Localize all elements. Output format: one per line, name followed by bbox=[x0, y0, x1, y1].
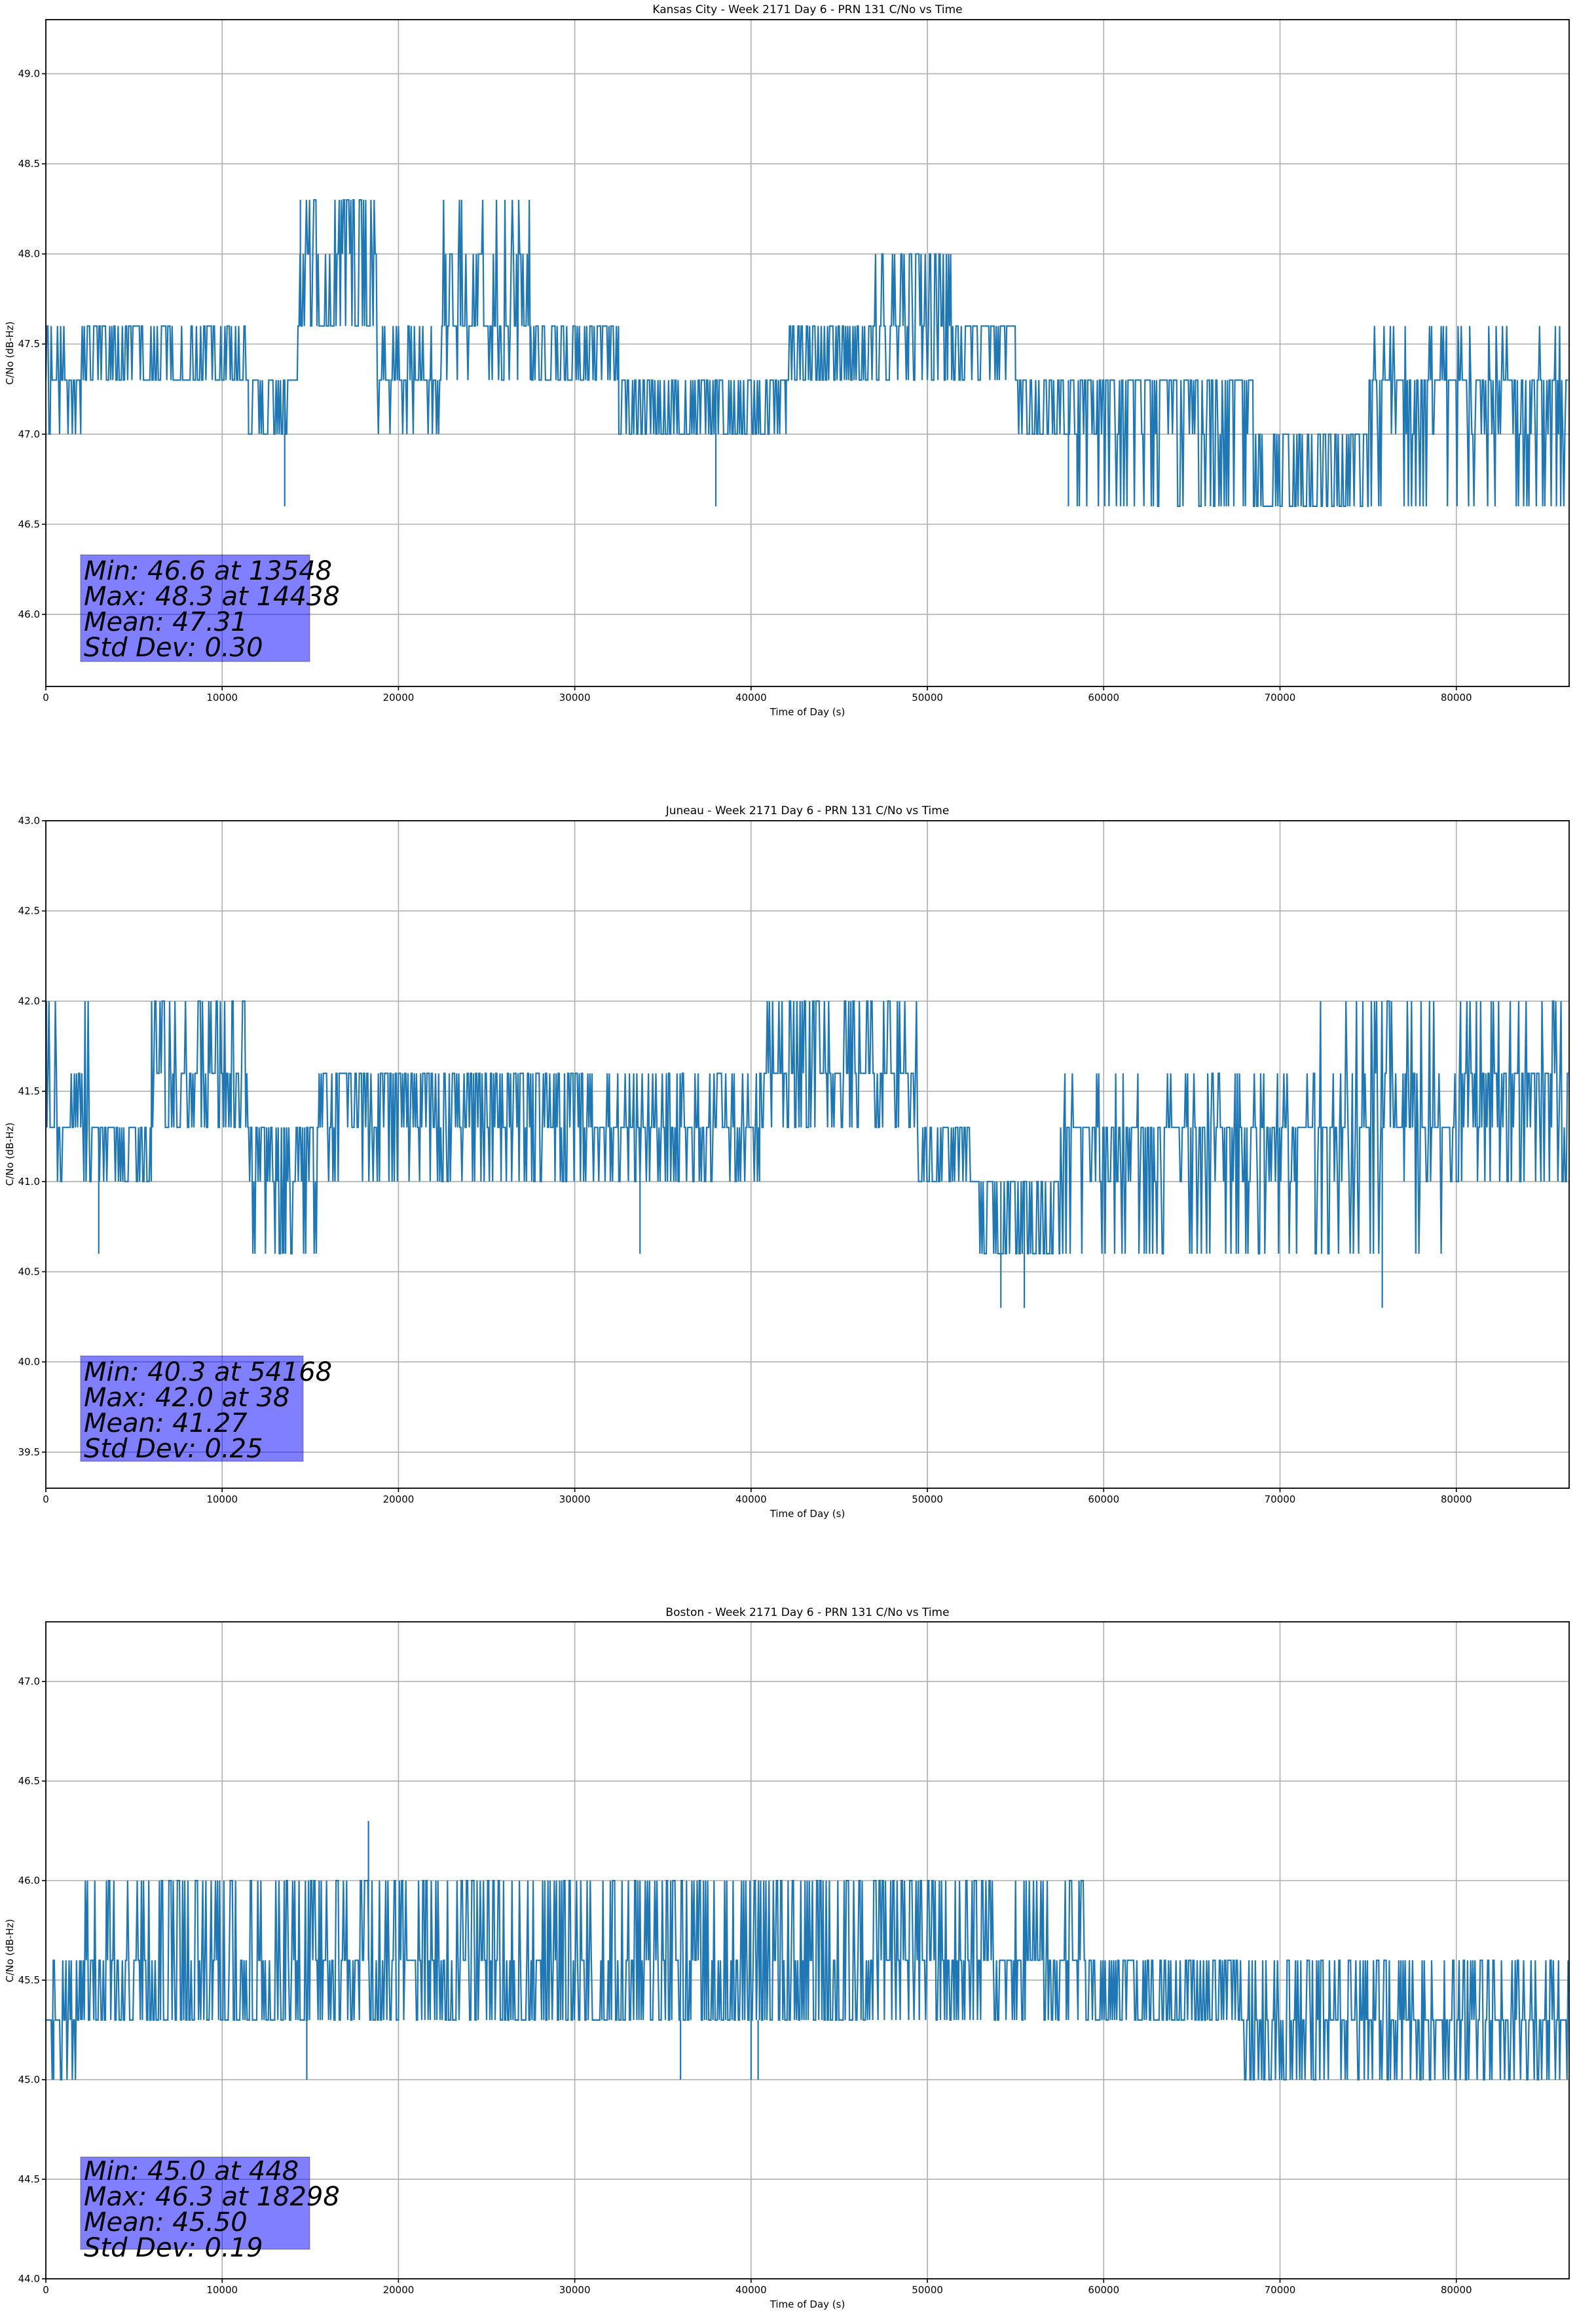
y-tick-label: 43.0 bbox=[18, 815, 40, 827]
y-tick-label: 44.5 bbox=[18, 2173, 40, 2185]
stats-box: Min: 45.0 at 448 Max: 46.3 at 18298 Mean… bbox=[80, 2156, 340, 2263]
x-tick-label: 10000 bbox=[206, 692, 238, 703]
x-tick-label: 60000 bbox=[1088, 2284, 1119, 2296]
y-tick-label: 48.5 bbox=[18, 158, 40, 170]
subplot-title: Kansas City - Week 2171 Day 6 - PRN 131 … bbox=[652, 3, 962, 16]
series-path bbox=[45, 1000, 1568, 1255]
stats-box: Min: 40.3 at 54168 Max: 42.0 at 38 Mean:… bbox=[80, 1355, 332, 1464]
y-axis-label: C/No (dB-Hz) bbox=[4, 322, 16, 385]
x-tick-label: 40000 bbox=[735, 2284, 767, 2296]
stats-box: Min: 46.6 at 13548 Max: 48.3 at 14438 Me… bbox=[80, 554, 340, 663]
x-tick-label: 10000 bbox=[206, 2284, 238, 2296]
x-tick-label: 30000 bbox=[559, 692, 591, 703]
subplot-title: Boston - Week 2171 Day 6 - PRN 131 C/No … bbox=[665, 1606, 949, 1619]
y-tick-label: 45.5 bbox=[18, 1974, 40, 1986]
y-tick-label: 49.0 bbox=[18, 68, 40, 80]
x-tick-label: 80000 bbox=[1441, 692, 1472, 703]
x-tick-label: 60000 bbox=[1088, 692, 1119, 703]
y-tick-label: 47.0 bbox=[18, 1676, 40, 1687]
y-tick-label: 46.5 bbox=[18, 1775, 40, 1787]
y-tick-label: 46.0 bbox=[18, 609, 40, 620]
stats-box-background bbox=[80, 1355, 304, 1462]
y-tick-label: 41.5 bbox=[18, 1085, 40, 1097]
x-tick-label: 30000 bbox=[559, 2284, 591, 2296]
y-axis-label: C/No (dB-Hz) bbox=[4, 1919, 16, 1983]
axes-frame bbox=[45, 820, 1570, 1489]
axes: 0 10000 20000 30000 40000 50000 60000 70000 8000… bbox=[18, 1621, 1570, 2296]
x-tick-label: 20000 bbox=[383, 1493, 415, 1505]
x-tick-label: 80000 bbox=[1441, 2284, 1472, 2296]
x-tick-label: 70000 bbox=[1265, 692, 1296, 703]
subplot-title: Juneau - Week 2171 Day 6 - PRN 131 C/No … bbox=[665, 804, 950, 817]
x-tick-label: 0 bbox=[43, 1493, 49, 1505]
stat-min: Min: 46.6 at 13548 bbox=[84, 556, 332, 586]
y-tick-label: 47.0 bbox=[18, 428, 40, 440]
x-tick-label: 50000 bbox=[912, 2284, 943, 2296]
stat-std: Std Dev: 0.19 bbox=[84, 2233, 263, 2263]
stats-box-background bbox=[80, 2156, 310, 2250]
x-tick-label: 0 bbox=[43, 692, 49, 703]
x-axis-label: Time of Day (s) bbox=[770, 2298, 845, 2310]
x-tick-label: 80000 bbox=[1441, 1493, 1472, 1505]
x-tick-label: 20000 bbox=[383, 692, 415, 703]
y-tick-label: 40.5 bbox=[18, 1266, 40, 1278]
x-tick-label: 50000 bbox=[912, 1493, 943, 1505]
y-tick-label: 48.0 bbox=[18, 248, 40, 260]
x-tick-label: 30000 bbox=[559, 1493, 591, 1505]
x-axis-label: Time of Day (s) bbox=[770, 1508, 845, 1520]
x-tick-label: 10000 bbox=[206, 1493, 238, 1505]
stat-std: Std Dev: 0.30 bbox=[84, 633, 263, 663]
series-line bbox=[45, 199, 1568, 507]
y-tick-label: 40.0 bbox=[18, 1356, 40, 1368]
stat-max: Max: 42.0 at 38 bbox=[84, 1383, 289, 1413]
axes-frame bbox=[45, 19, 1570, 687]
axes: 0 10000 20000 30000 40000 50000 60000 70000 8000… bbox=[18, 19, 1570, 703]
y-tick-label: 42.0 bbox=[18, 995, 40, 1007]
y-tick-label: 46.0 bbox=[18, 1875, 40, 1886]
series-path bbox=[46, 1880, 1569, 2081]
x-tick-label: 40000 bbox=[735, 1493, 767, 1505]
y-tick-label: 42.5 bbox=[18, 905, 40, 917]
series-line bbox=[46, 1820, 1569, 2081]
series-line bbox=[45, 1000, 1568, 1308]
stat-min: Min: 45.0 at 448 bbox=[84, 2156, 299, 2186]
x-tick-label: 70000 bbox=[1265, 1493, 1296, 1505]
stat-min: Min: 40.3 at 54168 bbox=[84, 1357, 332, 1387]
grid-lines bbox=[46, 20, 1569, 686]
x-axis-label: Time of Day (s) bbox=[770, 706, 845, 718]
y-tick-label: 39.5 bbox=[18, 1446, 40, 1458]
stat-max: Max: 46.3 at 18298 bbox=[84, 2182, 340, 2212]
y-tick-label: 41.0 bbox=[18, 1176, 40, 1188]
x-tick-label: 20000 bbox=[383, 2284, 415, 2296]
y-tick-label: 47.5 bbox=[18, 338, 40, 350]
subplot-juneau: Juneau - Week 2171 Day 6 - PRN 131 C/No … bbox=[4, 804, 1570, 1520]
stat-mean: Mean: 41.27 bbox=[84, 1408, 248, 1438]
axes-frame bbox=[45, 1621, 1570, 2279]
x-tick-label: 0 bbox=[43, 2284, 49, 2296]
x-tick-label: 50000 bbox=[912, 692, 943, 703]
y-tick-label: 45.0 bbox=[18, 2074, 40, 2086]
stat-max: Max: 48.3 at 14438 bbox=[84, 582, 340, 612]
stats-box-background bbox=[80, 554, 310, 662]
y-axis-label: C/No (dB-Hz) bbox=[4, 1123, 16, 1186]
x-tick-label: 70000 bbox=[1265, 2284, 1296, 2296]
x-tick-label: 60000 bbox=[1088, 1493, 1119, 1505]
y-tick-label: 44.0 bbox=[18, 2273, 40, 2285]
series-path bbox=[45, 199, 1568, 507]
stat-mean: Mean: 47.31 bbox=[84, 607, 248, 637]
x-tick-label: 40000 bbox=[735, 692, 767, 703]
axes: 0 10000 20000 30000 40000 50000 60000 70000 8000… bbox=[18, 815, 1570, 1505]
stat-mean: Mean: 45.50 bbox=[84, 2207, 248, 2238]
subplot-kansas-city: Kansas City - Week 2171 Day 6 - PRN 131 … bbox=[4, 3, 1570, 718]
stat-std: Std Dev: 0.25 bbox=[84, 1434, 263, 1464]
subplot-boston: Boston - Week 2171 Day 6 - PRN 131 C/No … bbox=[4, 1606, 1570, 2310]
y-tick-label: 46.5 bbox=[18, 518, 40, 530]
